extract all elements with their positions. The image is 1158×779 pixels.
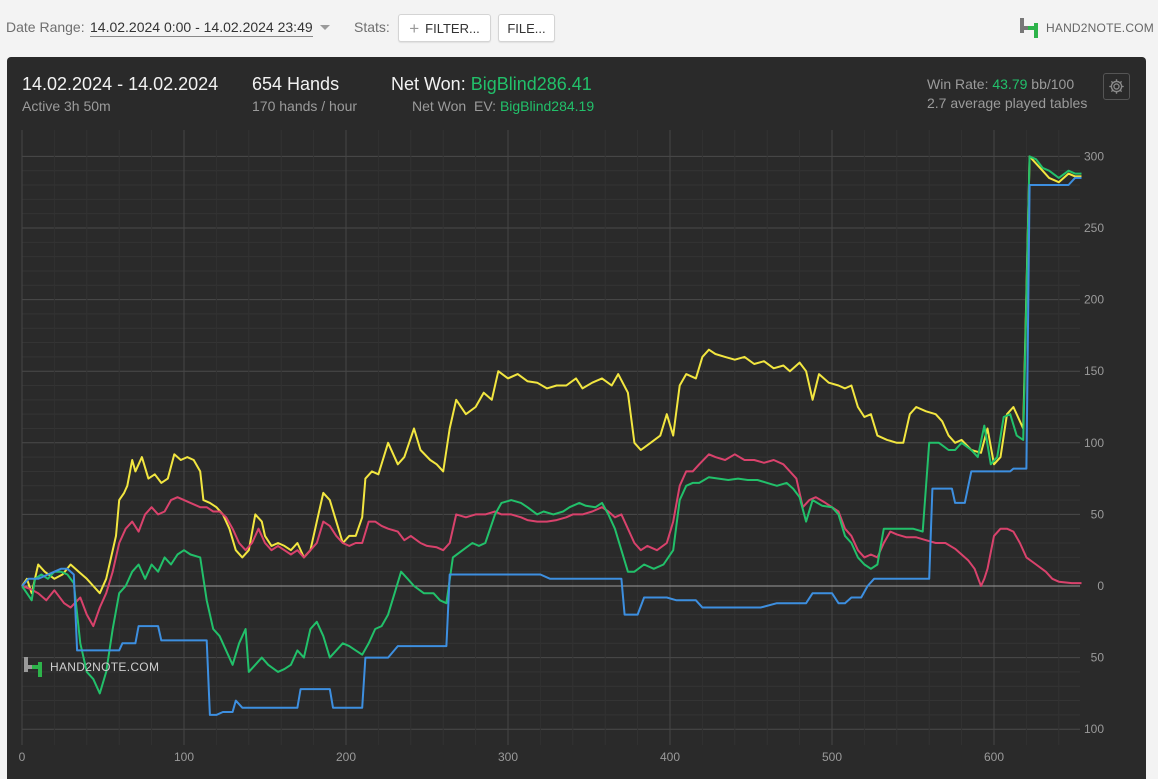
net-won: Net Won: BigBlind286.41	[391, 74, 592, 95]
file-button-label: FILE...	[507, 20, 546, 36]
date-span: 14.02.2024 - 14.02.2024	[22, 74, 219, 94]
y-tick-label: 50	[1091, 507, 1105, 521]
y-tick-label: 150	[1084, 364, 1104, 378]
win-rate-label: Win Rate:	[927, 76, 989, 92]
date-range-select[interactable]: 14.02.2024 0:00 - 14.02.2024 23:49	[90, 19, 313, 37]
y-tick-label: 0	[1097, 579, 1104, 593]
watermark: HAND2NOTE.COM	[22, 656, 159, 678]
win-rate: Win Rate: 43.79 bb/100	[927, 76, 1074, 92]
x-axis-ticks: 0 100 200 300 400 500 600	[19, 750, 1005, 764]
y-axis-ticks: 300 250 200 150 100 50 0 50 100	[1084, 149, 1104, 736]
file-button[interactable]: FILE...	[498, 14, 555, 42]
net-won-label: Net Won:	[391, 74, 466, 94]
win-rate-unit: bb/100	[1031, 76, 1075, 92]
graph-panel: 14.02.2024 - 14.02.2024 Active 3h 50m 65…	[7, 57, 1146, 779]
hands-count: 654 Hands	[252, 74, 340, 94]
chevron-down-icon[interactable]	[320, 25, 330, 30]
settings-button[interactable]	[1103, 73, 1130, 100]
x-tick-label: 400	[660, 750, 680, 764]
net-won-ev-label: Net Won EV:	[412, 98, 497, 114]
filter-button[interactable]: + FILTER...	[398, 14, 491, 42]
date-range-label: Date Range:	[6, 19, 85, 35]
x-tick-label: 600	[984, 750, 1004, 764]
y-tick-label: 300	[1084, 149, 1104, 163]
net-won-ev-value: BigBlind284.19	[499, 98, 595, 114]
series-line-1	[21, 453, 1082, 628]
h2n-logo-icon	[1020, 18, 1038, 38]
win-rate-value: 43.79	[992, 76, 1028, 92]
watermark-text: HAND2NOTE.COM	[50, 660, 160, 674]
x-tick-label: 300	[498, 750, 518, 764]
net-won-value: BigBlind286.41	[470, 74, 592, 94]
stats-label: Stats:	[354, 19, 390, 35]
x-tick-label: 500	[822, 750, 842, 764]
active-time: Active 3h 50m	[22, 98, 111, 114]
y-tick-label: 250	[1084, 221, 1104, 235]
x-tick-label: 100	[174, 750, 194, 764]
filter-button-label: FILTER...	[425, 20, 480, 36]
series	[21, 155, 1082, 716]
x-tick-label: 0	[19, 750, 26, 764]
y-tick-label: 200	[1084, 293, 1104, 307]
y-tick-label: 100	[1084, 722, 1104, 736]
gear-icon	[1109, 79, 1124, 94]
plus-icon: +	[409, 18, 420, 38]
y-tick-label: 100	[1084, 436, 1104, 450]
brand-text: HAND2NOTE.COM	[1046, 21, 1154, 35]
net-won-ev: Net Won EV: BigBlind284.19	[412, 98, 594, 114]
brand-logo[interactable]: HAND2NOTE.COM	[1018, 16, 1154, 40]
h2n-watermark-logo-icon	[24, 657, 42, 677]
hands-per-hour: 170 hands / hour	[252, 98, 358, 114]
series-line-2	[21, 155, 1082, 695]
series-line-0	[21, 155, 1082, 595]
average-tables: 2.7 average played tables	[927, 95, 1088, 111]
y-tick-label: 50	[1091, 651, 1105, 665]
top-toolbar: Date Range: 14.02.2024 0:00 - 14.02.2024…	[0, 0, 1158, 56]
x-tick-label: 200	[336, 750, 356, 764]
series-line-3	[21, 176, 1082, 716]
grid	[21, 130, 1080, 745]
